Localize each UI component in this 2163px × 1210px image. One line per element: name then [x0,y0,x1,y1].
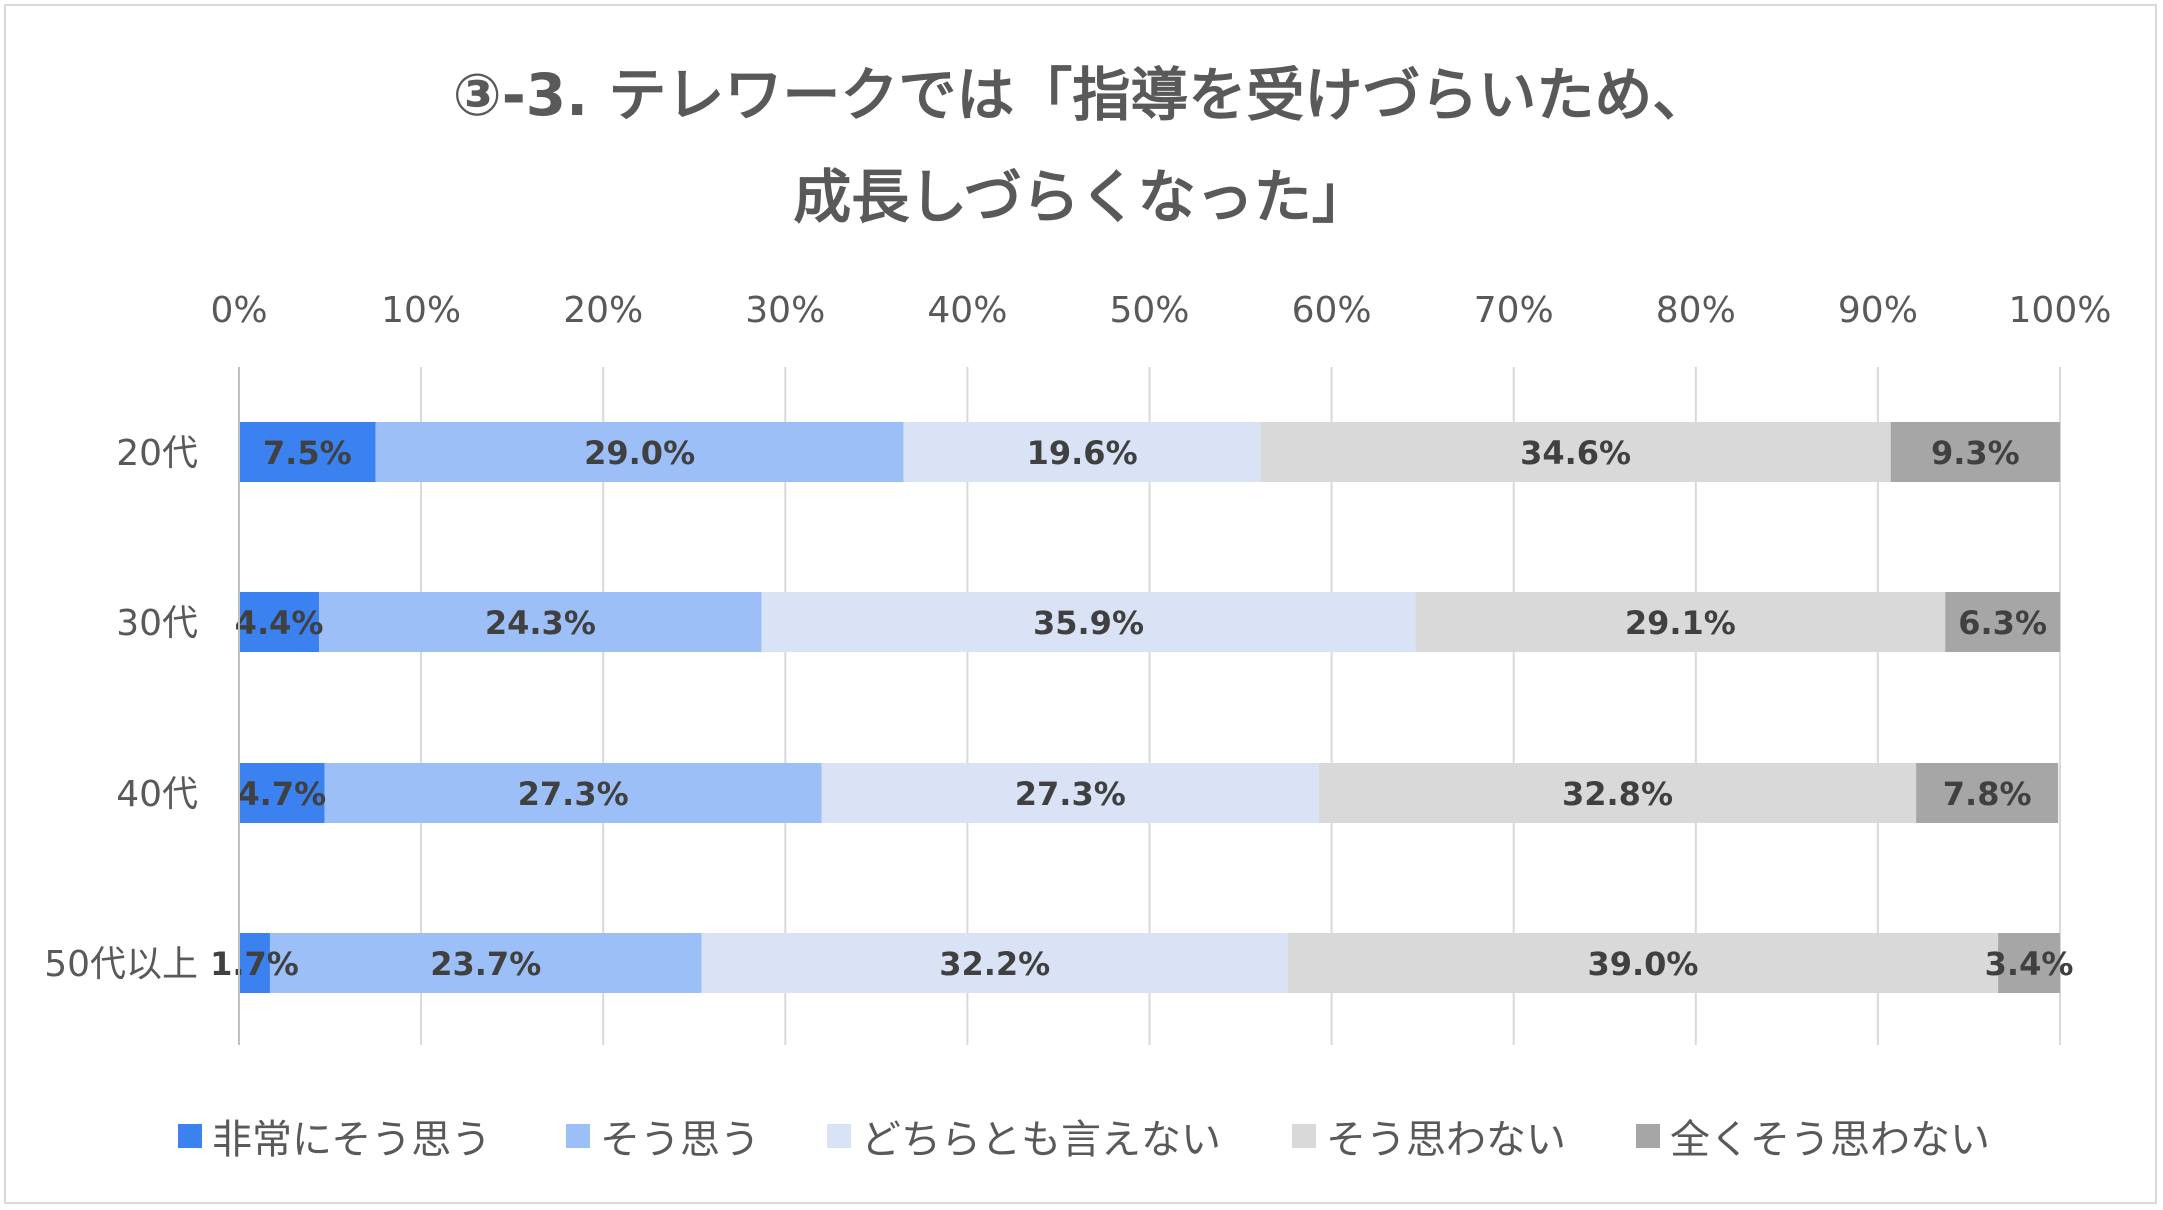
x-tick-label: 80% [1656,290,1736,331]
data-label: 39.0% [1587,945,1698,983]
bar-segment [1260,422,1891,482]
data-label: 35.9% [1033,604,1144,642]
bar-segment [903,422,1261,482]
legend-item: 非常にそう思う [178,1108,491,1164]
category-label: 20代 [116,433,198,474]
chart-title-line-2: 成長しづらくなった」 [793,163,1370,231]
legend-swatch [827,1124,851,1148]
x-tick-label: 60% [1292,290,1372,331]
bar-segment [1415,592,1946,652]
chart-title-line-1: ③-3. テレワークでは「指導を受けづらいため、 [452,61,1711,129]
bar-segment [821,763,1319,823]
legend-label: 非常にそう思う [212,1117,492,1163]
data-label: 29.1% [1625,604,1736,642]
data-label: 4.7% [237,775,326,813]
legend-item: そう思う [566,1108,760,1164]
bar-segment [1890,422,2060,482]
x-tick-label: 0% [210,290,267,331]
x-tick-label: 10% [381,290,461,331]
data-label: 32.8% [1562,775,1673,813]
data-label: 24.3% [485,604,596,642]
legend-item: どちらとも言えない [827,1108,1221,1164]
legend-item: 全くそう思わない [1636,1108,1990,1164]
bar-segment [1945,592,2060,652]
data-label: 7.5% [263,434,352,472]
legend-label: どちらとも言えない [861,1117,1221,1163]
x-tick-label: 100% [2009,290,2112,331]
x-tick-label: 20% [563,290,643,331]
bar-segment [239,933,270,993]
data-label: 1.7% [210,945,299,983]
data-label: 7.8% [1943,775,2032,813]
legend-label: そう思わない [1326,1117,1566,1163]
data-label: 29.0% [584,434,695,472]
legend-swatch [178,1124,202,1148]
data-label: 32.2% [939,945,1050,983]
bar-segment [324,763,822,823]
x-tick-label: 70% [1474,290,1554,331]
category-label: 50代以上 [44,944,198,985]
bar-segment [701,933,1288,993]
bar-segment [1287,933,1999,993]
bar-segment [375,422,904,482]
data-label: 23.7% [430,945,541,983]
data-label: 4.4% [235,604,324,642]
data-label: 3.4% [1985,945,2074,983]
data-label: 27.3% [518,775,629,813]
bar-segment [239,592,320,652]
data-label: 27.3% [1015,775,1126,813]
legend-label: 全くそう思わない [1670,1117,1990,1163]
legend-item: そう思わない [1292,1108,1566,1164]
x-tick-label: 50% [1109,290,1189,331]
legend-label: そう思う [600,1117,760,1163]
x-tick-label: 40% [927,290,1007,331]
bar-segment [761,592,1416,652]
bar-segment [319,592,762,652]
legend-swatch [1636,1124,1660,1148]
data-label: 6.3% [1958,604,2047,642]
category-label: 40代 [116,774,198,815]
legend-swatch [566,1124,590,1148]
data-label: 19.6% [1027,434,1138,472]
bar-segment [239,763,325,823]
x-tick-label: 30% [745,290,825,331]
bar-segment [239,422,376,482]
bar-segment [1916,763,2059,823]
bar-segment [269,933,702,993]
bar-segment [1318,763,1917,823]
chart-legend: 非常にそう思う そう思う どちらとも言えない そう思わない 全くそう思わない [0,1108,2163,1164]
legend-swatch [1292,1124,1316,1148]
category-label: 30代 [116,603,198,644]
x-tick-label: 90% [1838,290,1918,331]
bar-segment [1998,933,2060,993]
data-label: 34.6% [1520,434,1631,472]
data-label: 9.3% [1931,434,2020,472]
stacked-bar-chart: 0% 10% 20% 30% 40% 50% 60% 70% 80% 90% 100% 20代 30代 4… [44,290,2112,1045]
